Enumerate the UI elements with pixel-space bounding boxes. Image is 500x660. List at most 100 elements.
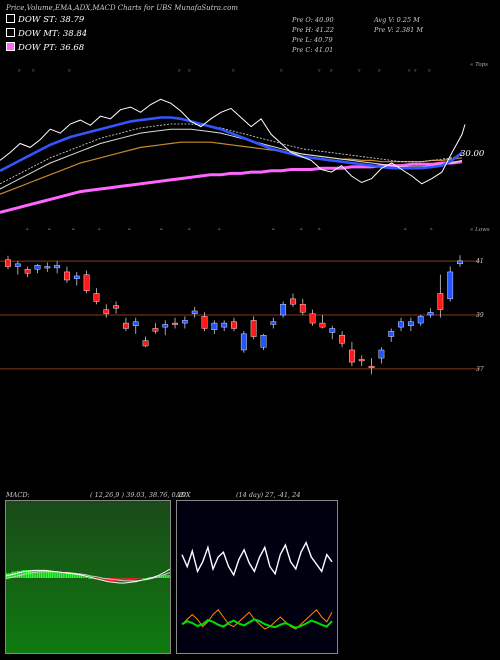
candle-down bbox=[152, 328, 159, 332]
macd-hist-bar bbox=[35, 570, 37, 578]
candle-up bbox=[388, 330, 395, 337]
candle-up bbox=[280, 304, 287, 316]
candle-up bbox=[427, 312, 434, 316]
adx-panel bbox=[176, 500, 338, 654]
tops-mark: ▿ bbox=[318, 68, 321, 74]
candle-down bbox=[172, 322, 178, 325]
macd-hist-bar bbox=[148, 577, 150, 578]
macd-hist-bar bbox=[133, 578, 135, 580]
lows-mark: ▵ bbox=[318, 226, 321, 232]
tops-mark: ▿ bbox=[178, 68, 181, 74]
pre-open: Pre O: 40.90 bbox=[292, 16, 334, 24]
lows-label: « Lows bbox=[470, 227, 490, 233]
macd-hist-bar bbox=[69, 573, 72, 578]
macd-hist-bar bbox=[106, 578, 108, 582]
macd-hist-bar bbox=[18, 570, 21, 578]
tops-mark: ▿ bbox=[358, 68, 361, 74]
candle-down bbox=[113, 305, 119, 309]
candle-up bbox=[240, 333, 247, 351]
tops-mark: ▿ bbox=[232, 68, 235, 74]
ema-st-swatch bbox=[6, 14, 15, 23]
ema-st-legend: DOW ST: 38.79 bbox=[6, 14, 87, 25]
macd-hist-bar bbox=[71, 574, 74, 578]
adx-label: ADX bbox=[176, 491, 191, 499]
candle-up bbox=[54, 264, 61, 269]
ema-pt-line bbox=[0, 160, 463, 214]
candle-up bbox=[221, 322, 228, 328]
macd-hist-bar bbox=[86, 576, 88, 578]
macd-params: ( 12,26,9 ) 39.03, 38.76, 0.29 bbox=[90, 491, 187, 499]
adx-chart bbox=[181, 540, 333, 630]
macd-hist-bar bbox=[131, 578, 134, 580]
ema-pt-label: DOW PT: 36.68 bbox=[18, 43, 85, 53]
macd-hist-bar bbox=[91, 578, 94, 579]
lows-mark: ▵ bbox=[128, 226, 131, 232]
macd-hist-bar bbox=[82, 576, 84, 578]
level-37-label: 37 bbox=[476, 366, 484, 373]
candle-up bbox=[447, 271, 454, 300]
macd-hist-bar bbox=[62, 572, 64, 578]
candles bbox=[5, 255, 463, 375]
macd-hist-bar bbox=[162, 575, 165, 578]
ema-fast-line bbox=[0, 116, 463, 172]
ema-slow-line bbox=[0, 141, 463, 195]
ema-chart: ▿ ▿ ▿ ▿ ▿ ▿ ▿ ▿ ▿ ▿ ▿ ▿ ▿ ▿ ▵ ▵ ▵ ▵ ▵ ▵ ▵ ▵ ▵ ▵ ▵ ▵ ▵ « Tops « Lo… bbox=[0, 62, 490, 233]
candle-up bbox=[270, 321, 277, 325]
candle-down bbox=[24, 269, 31, 274]
macd-hist-bar bbox=[122, 578, 125, 581]
macd-hist-bar bbox=[36, 570, 39, 578]
tops-marks: ▿ ▿ ▿ ▿ ▿ ▿ ▿ ▿ ▿ ▿ ▿ ▿ ▿ ▿ bbox=[18, 68, 431, 74]
candle-up bbox=[44, 266, 51, 269]
macd-panel bbox=[5, 500, 171, 654]
macd-hist-bar bbox=[120, 578, 123, 581]
lows-mark: ▵ bbox=[48, 226, 51, 232]
lows-mark: ▵ bbox=[430, 226, 433, 232]
macd-hist-bar bbox=[140, 578, 143, 579]
macd-hist-bar bbox=[29, 570, 32, 578]
macd-hist-bar bbox=[84, 576, 86, 578]
macd-hist-bar bbox=[104, 578, 106, 582]
candle-down bbox=[437, 293, 444, 310]
tops-mark: ▿ bbox=[188, 68, 191, 74]
lows-mark: ▵ bbox=[272, 226, 275, 232]
macd-chart bbox=[5, 501, 171, 653]
candle-down bbox=[358, 359, 365, 362]
price-line bbox=[0, 98, 466, 185]
tops-mark: ▿ bbox=[330, 68, 333, 74]
candle-down bbox=[93, 293, 100, 302]
lows-mark: ▵ bbox=[188, 226, 191, 232]
macd-hist-bar bbox=[46, 570, 48, 578]
candle-down bbox=[339, 334, 345, 344]
candle-up bbox=[132, 321, 139, 326]
candle-down bbox=[319, 322, 326, 328]
macd-hist-bar bbox=[126, 578, 128, 581]
lows-mark: ▵ bbox=[218, 226, 221, 232]
macd-hist-bar bbox=[9, 573, 12, 578]
candle-down bbox=[349, 349, 355, 363]
macd-hist-bar bbox=[44, 570, 46, 578]
candle-down bbox=[142, 340, 149, 347]
tops-mark: ▿ bbox=[68, 68, 71, 74]
ema-mt-label: DOW MT: 38.84 bbox=[18, 29, 88, 39]
candle-up bbox=[407, 321, 414, 326]
candle-down bbox=[231, 321, 237, 329]
ema-mt-legend: DOW MT: 38.84 bbox=[6, 28, 87, 39]
tops-mark: ▿ bbox=[414, 68, 417, 74]
candle-down bbox=[64, 271, 70, 281]
macd-hist-bar bbox=[75, 574, 77, 578]
macd-hist-bar bbox=[168, 574, 170, 578]
lows-mark: ▵ bbox=[26, 226, 29, 232]
macd-hist-bar bbox=[89, 578, 92, 579]
tops-mark: ▿ bbox=[378, 68, 381, 74]
candle-up bbox=[260, 334, 267, 348]
macd-hist-bar bbox=[57, 571, 59, 578]
macd-line bbox=[5, 568, 171, 584]
pre-volume: Pre V: 2.381 M bbox=[374, 26, 424, 34]
macd-hist-bar bbox=[164, 574, 166, 578]
macd-hist-bar bbox=[22, 570, 24, 578]
macd-hist-bar bbox=[108, 578, 110, 582]
macd-hist-bar bbox=[88, 578, 90, 579]
macd-hist-bar bbox=[53, 571, 55, 578]
tops-mark: ▿ bbox=[32, 68, 35, 74]
tops-mark: ▿ bbox=[18, 68, 21, 74]
